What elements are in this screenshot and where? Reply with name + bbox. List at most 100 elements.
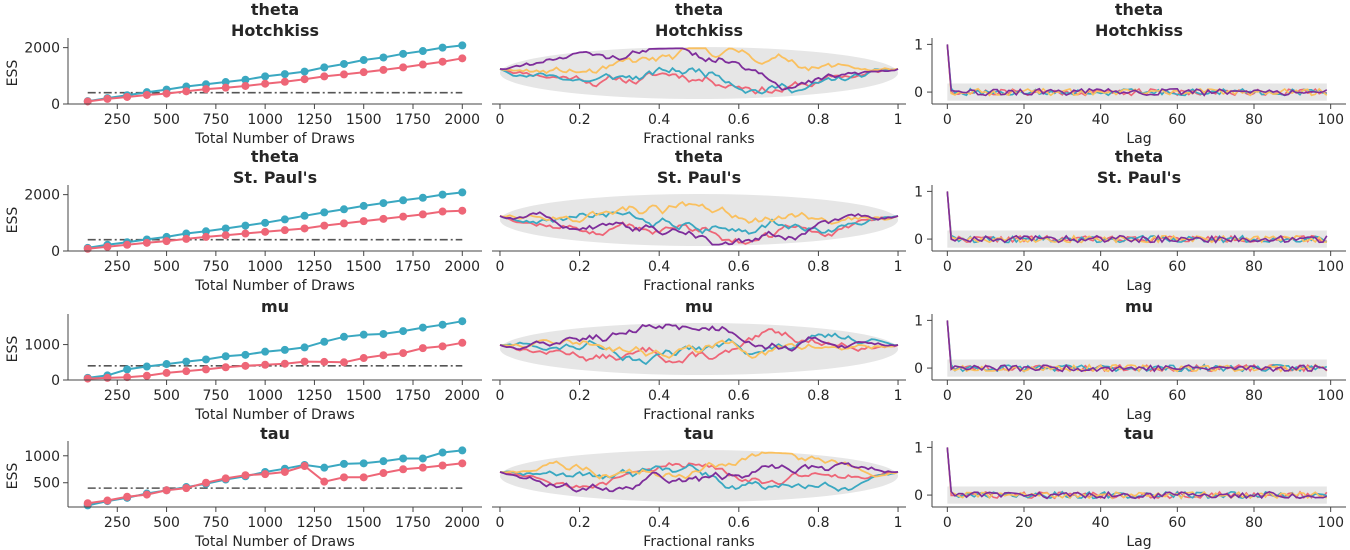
panel-subtitle: Hotchkiss <box>655 21 743 40</box>
data-point <box>458 41 467 50</box>
data-point <box>340 332 348 341</box>
data-point <box>280 467 289 476</box>
x-tick-label: 0 <box>496 112 505 128</box>
x-tick-label: 0 <box>496 259 505 275</box>
ecdf-line-2 <box>500 332 899 366</box>
y-tick-label: 2000 <box>24 41 60 57</box>
data-point <box>103 242 112 251</box>
x-tick-label: 2000 <box>444 388 480 404</box>
y-tick-label: 0 <box>914 85 923 101</box>
data-point <box>103 373 112 382</box>
y-tick-label: 1 <box>914 184 923 200</box>
y-axis-label: ESS <box>5 207 21 234</box>
ecdf-line-3 <box>499 451 899 480</box>
data-point <box>202 355 210 364</box>
data-point <box>261 347 270 356</box>
data-point <box>379 199 388 208</box>
y-axis-label: ESS <box>5 60 21 87</box>
x-tick-label: 80 <box>1245 515 1263 531</box>
data-point <box>418 344 427 353</box>
panel-subtitle: St. Paul's <box>657 168 741 187</box>
x-tick-label: 0.4 <box>648 388 670 404</box>
data-point <box>202 478 210 487</box>
x-tick-label: 20 <box>1015 515 1033 531</box>
acf-line-2 <box>946 191 1328 244</box>
acf-line-4 <box>946 44 1328 97</box>
x-tick-label: 2000 <box>444 515 480 531</box>
y-tick-label: 0 <box>51 373 60 389</box>
data-point <box>202 227 210 236</box>
x-tick-label: 100 <box>1317 515 1344 531</box>
x-tick-label: 80 <box>1245 112 1263 128</box>
data-point <box>458 446 467 455</box>
data-point <box>300 67 309 76</box>
data-point <box>280 226 289 235</box>
x-tick-label: 0 <box>943 388 952 404</box>
data-point <box>320 63 329 72</box>
data-point <box>241 221 250 230</box>
x-tick-label: 1000 <box>247 259 283 275</box>
x-tick-label: 750 <box>202 388 229 404</box>
data-point <box>379 329 388 338</box>
data-point <box>300 224 309 233</box>
data-point <box>359 68 368 77</box>
data-point <box>379 53 388 62</box>
x-tick-label: 500 <box>153 259 180 275</box>
x-tick-label: 80 <box>1245 388 1263 404</box>
ecdf-line-4 <box>499 323 899 352</box>
data-point <box>418 60 427 69</box>
data-point <box>340 459 348 468</box>
data-point <box>418 323 427 332</box>
x-axis-label: Fractional ranks <box>643 534 754 550</box>
data-point <box>241 350 250 359</box>
x-tick-label: 0.6 <box>728 112 750 128</box>
data-point <box>418 193 427 202</box>
data-point <box>182 357 191 366</box>
data-point <box>261 360 270 369</box>
x-tick-label: 2000 <box>444 259 480 275</box>
data-point <box>300 75 309 84</box>
x-tick-label: 0.6 <box>728 259 750 275</box>
data-point <box>320 477 329 486</box>
data-point <box>221 83 230 92</box>
data-point <box>399 349 408 358</box>
data-point <box>379 65 388 74</box>
x-tick-label: 1250 <box>297 259 333 275</box>
data-point <box>142 371 151 380</box>
panel-title: mu <box>1125 297 1153 316</box>
x-tick-label: 1250 <box>297 112 333 128</box>
x-tick-label: 0 <box>496 515 505 531</box>
panel-title: mu <box>685 297 713 316</box>
x-tick-label: 0.8 <box>807 388 829 404</box>
x-tick-label: 0.8 <box>807 112 829 128</box>
data-point <box>320 208 329 217</box>
x-tick-label: 1750 <box>395 515 431 531</box>
data-point <box>300 343 309 352</box>
x-tick-label: 0.8 <box>807 515 829 531</box>
confidence-band <box>499 323 899 375</box>
x-tick-label: 40 <box>1092 259 1110 275</box>
x-axis-label: Fractional ranks <box>643 131 754 147</box>
data-point <box>359 201 368 210</box>
x-tick-label: 1500 <box>346 388 382 404</box>
panel-title: tau <box>1124 424 1154 443</box>
confidence-band <box>499 450 899 502</box>
x-tick-label: 0 <box>943 515 952 531</box>
data-point <box>399 63 408 72</box>
ecdf-line-4 <box>499 47 899 91</box>
x-tick-label: 1250 <box>297 515 333 531</box>
data-point <box>320 72 329 81</box>
data-point <box>261 227 270 236</box>
x-tick-label: 1000 <box>247 515 283 531</box>
x-axis-label: Lag <box>1126 534 1151 550</box>
data-point <box>340 70 348 79</box>
data-point <box>438 461 447 470</box>
data-point <box>340 358 348 367</box>
x-tick-label: 250 <box>104 112 131 128</box>
data-point <box>123 492 132 501</box>
data-point <box>458 338 467 347</box>
